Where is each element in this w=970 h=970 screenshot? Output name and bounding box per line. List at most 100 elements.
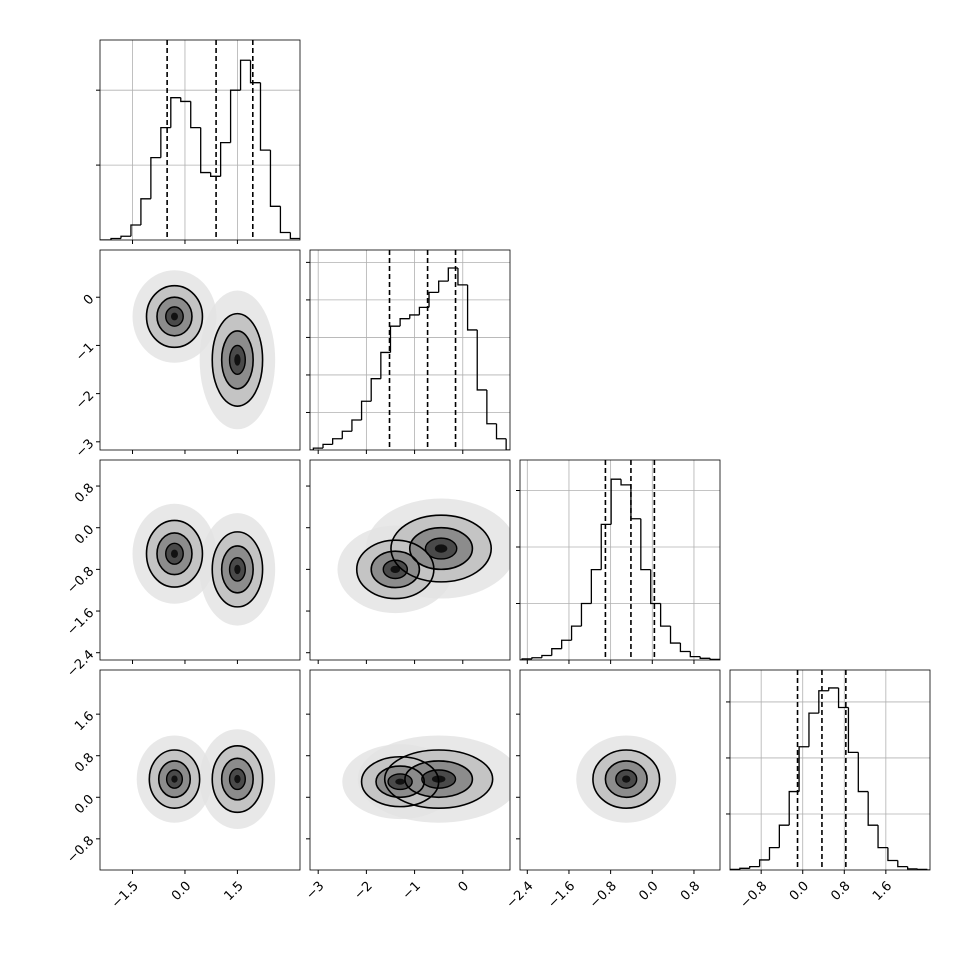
- hist-bin: [531, 657, 542, 659]
- contour: [211, 531, 264, 608]
- contour: [156, 296, 193, 337]
- contour: [228, 768, 246, 791]
- x-tick-label: 1.6: [870, 879, 895, 904]
- density: [234, 564, 241, 575]
- hist-bin: [495, 423, 507, 440]
- hist-bin: [857, 752, 869, 793]
- y-tick-label: 0.0: [72, 522, 97, 547]
- x-tick-label: −1: [400, 879, 424, 903]
- hist-bin: [289, 232, 300, 240]
- hist-bin: [351, 419, 362, 432]
- hist-bin: [370, 378, 381, 402]
- contour: [387, 773, 413, 791]
- hist-bin: [758, 859, 770, 867]
- x-tick-label: −2: [352, 879, 376, 903]
- hist-bin: [190, 101, 201, 129]
- hist-bin: [259, 82, 271, 151]
- panel-frame: [99, 39, 301, 241]
- panel: [132, 503, 276, 626]
- hist-bin: [659, 603, 671, 627]
- hist-bin: [150, 156, 161, 199]
- hist-bin: [788, 790, 800, 826]
- hist-bin: [620, 479, 631, 486]
- hist-bin: [847, 707, 859, 754]
- panel-frame: [519, 459, 721, 661]
- contour: [148, 749, 201, 809]
- y-tick-label: −2.4: [64, 647, 97, 680]
- panel: [576, 735, 677, 823]
- x-tick-label: −3: [303, 879, 327, 903]
- panel-frame: [309, 459, 511, 661]
- x-tick-label: 1.5: [221, 879, 246, 904]
- hist-bin: [110, 237, 121, 240]
- y-tick-label: −0.8: [64, 834, 97, 867]
- y-tick-label: 0.8: [72, 481, 97, 506]
- hist-bin: [561, 639, 572, 649]
- panel-frame: [309, 669, 511, 871]
- hist-end: [505, 438, 510, 450]
- panel: [310, 250, 510, 450]
- hist-bin: [778, 824, 790, 848]
- hist-bin: [867, 791, 879, 826]
- contour: [228, 344, 246, 376]
- y-tick-label: −2: [73, 388, 97, 412]
- hist-bin: [409, 314, 420, 319]
- contour: [165, 542, 184, 565]
- hist-bin: [689, 651, 701, 658]
- x-tick-label: −0.8: [587, 879, 620, 912]
- y-tick-label: −0.8: [64, 564, 97, 597]
- hist-bin: [210, 172, 221, 177]
- panel: [520, 460, 720, 660]
- contour: [421, 769, 457, 789]
- hist-bin: [768, 846, 780, 860]
- hist-bin: [570, 625, 582, 641]
- hist-bin: [916, 868, 928, 870]
- hist-bin: [219, 141, 231, 177]
- contour: [156, 532, 193, 576]
- hist-bin: [457, 268, 468, 286]
- hist-bin: [837, 687, 849, 709]
- contour: [157, 760, 192, 799]
- hist-bin: [249, 60, 261, 84]
- panel-frame: [99, 669, 301, 871]
- hist-bin: [229, 89, 241, 143]
- contour: [165, 306, 184, 327]
- hist-bin: [541, 654, 552, 658]
- hist-bin: [600, 523, 612, 570]
- x-tick-label: 0.0: [169, 879, 194, 904]
- contour: [220, 757, 254, 801]
- x-tick-label: −0.8: [738, 879, 771, 912]
- hist-bin: [389, 325, 401, 353]
- hist-bin: [160, 126, 171, 158]
- hist-bin: [669, 626, 681, 644]
- hist-bin: [907, 866, 918, 870]
- density: [234, 354, 241, 366]
- contour: [211, 312, 264, 407]
- panel-frame: [519, 669, 721, 871]
- contour: [228, 556, 246, 582]
- hist-bin: [239, 59, 251, 91]
- panel: [136, 729, 276, 829]
- hist-bin: [610, 478, 622, 525]
- contour: [592, 749, 661, 809]
- hist-bin: [341, 430, 352, 439]
- hist-bin: [590, 568, 602, 604]
- hist-bin: [486, 389, 497, 425]
- hist-bin: [322, 443, 333, 449]
- y-tick-label: 0.8: [72, 750, 97, 775]
- hist-bin: [818, 690, 829, 714]
- y-tick-label: −1.6: [64, 606, 97, 639]
- density: [170, 549, 178, 558]
- density: [390, 565, 401, 574]
- hist-bin: [140, 198, 151, 226]
- x-tick-label: 0.8: [678, 879, 703, 904]
- hist-bin: [447, 267, 458, 282]
- panel: [730, 670, 930, 870]
- hist-bin: [580, 602, 592, 627]
- contour: [604, 760, 648, 799]
- hist-bin: [130, 224, 141, 237]
- contour: [615, 769, 638, 789]
- contour: [390, 514, 493, 583]
- contour: [382, 559, 409, 580]
